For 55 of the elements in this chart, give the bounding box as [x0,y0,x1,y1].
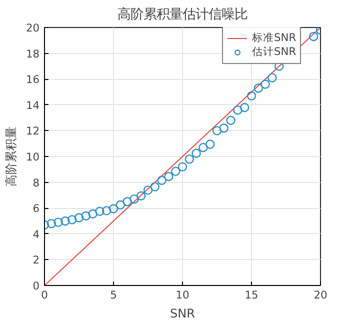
point [81,211,90,220]
point [150,182,160,192]
chart-title: 高阶累积量估计信噪比 [118,6,248,22]
point [178,162,188,172]
point [268,73,277,82]
y-tick-label: 6 [32,202,40,216]
x-tick-label: 20 [314,288,328,302]
point [254,84,263,93]
point [60,216,70,226]
point [219,124,228,133]
point [143,185,153,195]
point [226,116,236,125]
point [88,209,98,218]
point [233,105,242,115]
y-tick-label: 16 [26,73,40,86]
point [192,148,201,158]
point [240,102,250,112]
point [206,140,215,149]
point [46,218,56,228]
y-axis-title: 高阶累积量 [4,126,18,186]
point [68,215,77,224]
y-tick-label: 10 [26,150,40,164]
x-tick-label: 10 [176,288,190,302]
point [74,213,84,222]
y-tick-label: 4 [32,228,40,241]
x-tick-label: 0 [41,288,48,302]
legend-label: 估计SNR [252,45,296,59]
y-tick-label: 18 [26,47,40,60]
point [246,91,256,100]
point [157,176,166,185]
point [309,32,318,42]
y-tick-label: 12 [26,124,40,138]
point [95,206,104,216]
point [102,206,112,216]
y-tick-label: 0 [32,280,40,292]
y-tick-label: 8 [32,176,40,190]
x-tick-label: 5 [110,288,117,302]
point [198,142,208,152]
legend-label: 标准SNR [252,31,296,45]
point [116,200,125,210]
point [164,172,174,182]
point [171,166,180,176]
point [184,154,194,164]
point [260,80,270,89]
point [212,126,222,136]
point [136,191,146,200]
y-tick-label: 2 [32,254,40,267]
y-tick-label: 14 [26,98,40,112]
point [122,197,132,206]
point [108,204,118,214]
point [130,194,139,204]
x-tick-label: 15 [244,288,258,302]
x-axis-title: SNR [170,306,195,320]
y-tick-label: 20 [26,22,40,34]
point [54,218,63,227]
